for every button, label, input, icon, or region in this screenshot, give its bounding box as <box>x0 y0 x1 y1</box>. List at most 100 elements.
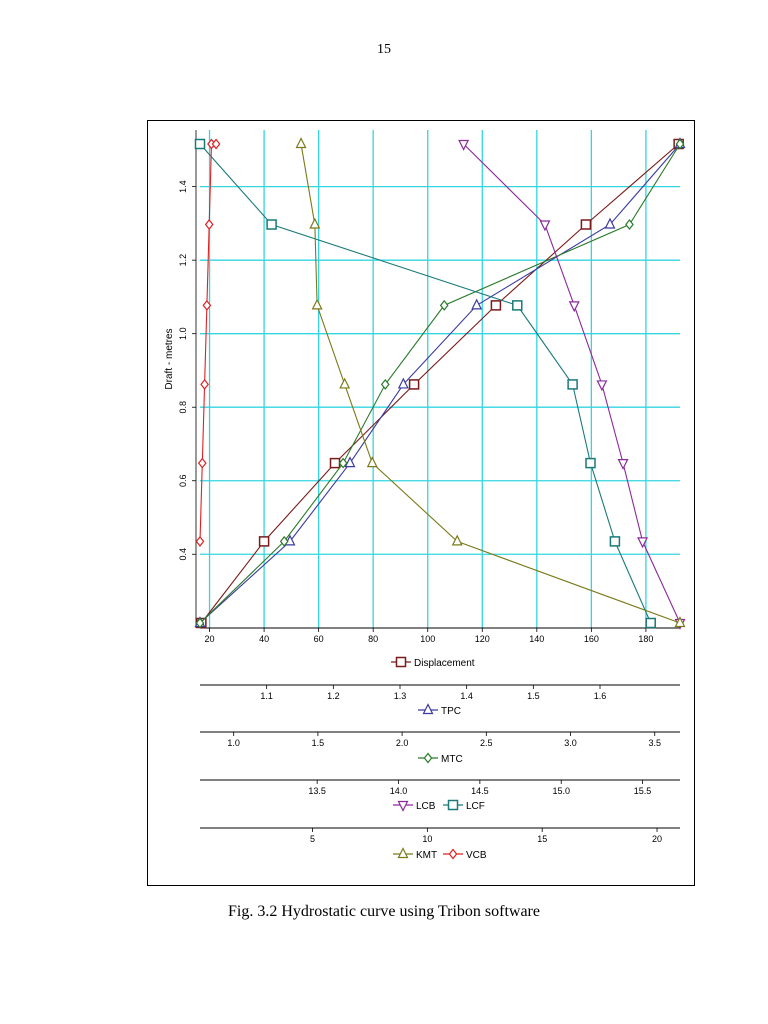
legend-marker-lcb <box>397 800 409 812</box>
legend-label-kmt: KMT <box>416 850 437 861</box>
x-tick-label-disp: 100 <box>420 634 435 644</box>
x-tick-label-disp: 60 <box>314 634 324 644</box>
data-point-lcf <box>609 536 621 547</box>
x-tick-label-lcb: 14.0 <box>390 786 408 796</box>
page-number: 15 <box>377 42 391 57</box>
y-tick-label: 0.6 <box>178 474 188 487</box>
data-point-lcb <box>568 301 580 313</box>
x-tick-label-disp: 180 <box>638 634 653 644</box>
x-tick-label-tpc: 1.3 <box>394 691 407 701</box>
data-point-tpc <box>471 298 483 310</box>
data-point-kmt <box>311 298 323 310</box>
x-tick-label-tpc: 1.6 <box>594 691 607 701</box>
data-point-kmt <box>451 534 463 546</box>
data-point-kmt <box>674 616 686 628</box>
legend-label-tpc: TPC <box>441 706 461 717</box>
data-point-kmt <box>309 217 321 229</box>
series-line-lcf <box>199 143 652 624</box>
x-tick-label-kmt: 10 <box>422 834 432 844</box>
data-point-mtc <box>625 219 634 230</box>
data-point-lcf <box>512 300 523 311</box>
data-point-lcb <box>539 220 551 232</box>
legend-label-lcf: LCF <box>466 801 485 812</box>
data-point-lcb <box>617 458 629 470</box>
x-tick-label-disp: 140 <box>529 634 544 644</box>
x-tick-label-tpc: 1.4 <box>460 691 473 701</box>
figure-frame <box>147 120 695 886</box>
x-tick-label-kmt: 20 <box>652 834 662 844</box>
y-tick-label: 0.8 <box>178 401 188 414</box>
x-tick-label-disp: 80 <box>368 634 378 644</box>
data-point-mtc <box>195 617 205 629</box>
data-point-mtc <box>279 535 289 547</box>
series-line-tpc <box>199 143 681 624</box>
y-tick-label: 1.4 <box>178 180 188 193</box>
figure-caption: Fig. 3.2 Hydrostatic curve using Tribon … <box>228 903 540 920</box>
data-point-vcb <box>197 457 207 469</box>
x-tick-label-tpc: 1.2 <box>327 691 340 701</box>
data-point-lcb <box>596 380 608 392</box>
data-point-kmt <box>366 456 378 468</box>
x-tick-label-tpc: 1.1 <box>260 691 273 701</box>
data-point-tpc <box>397 377 409 389</box>
data-point-displacement <box>580 219 592 230</box>
x-tick-label-lcb: 14.5 <box>471 786 489 796</box>
data-point-displacement <box>329 457 341 469</box>
data-point-kmt <box>339 377 351 389</box>
data-point-lcf <box>194 138 206 150</box>
data-point-mtc <box>338 457 348 469</box>
x-tick-label-kmt: 5 <box>310 834 315 844</box>
data-point-vcb <box>195 535 205 547</box>
data-point-displacement <box>408 379 420 390</box>
data-point-mtc <box>675 138 685 150</box>
data-point-tpc <box>604 217 616 229</box>
x-tick-label-lcb: 15.0 <box>552 786 570 796</box>
series-line-mtc <box>199 143 681 624</box>
y-tick-label: 0.4 <box>178 548 188 561</box>
x-tick-label-mtc: 2.5 <box>480 738 493 748</box>
x-tick-label-disp: 20 <box>205 634 215 644</box>
legend-marker-tpc <box>422 703 434 715</box>
legend-label-vcb: VCB <box>466 850 487 861</box>
x-tick-label-tpc: 1.5 <box>527 691 540 701</box>
data-point-vcb <box>204 219 214 230</box>
data-point-mtc <box>439 299 449 311</box>
data-point-vcb <box>200 378 209 390</box>
x-tick-label-mtc: 3.0 <box>564 738 577 748</box>
x-tick-label-disp: 40 <box>259 634 269 644</box>
data-point-lcf <box>567 379 578 390</box>
data-point-lcb <box>458 139 470 151</box>
legend-marker-mtc <box>423 752 433 764</box>
series-line-kmt <box>300 143 681 624</box>
data-point-kmt <box>295 137 307 149</box>
y-tick-label: 1.2 <box>178 254 188 267</box>
x-tick-label-mtc: 1.0 <box>227 738 240 748</box>
data-point-lcf <box>266 219 277 230</box>
data-point-lcf <box>645 617 656 629</box>
data-point-vcb <box>211 138 221 150</box>
x-tick-label-lcb: 13.5 <box>308 786 326 796</box>
series-line-displacement <box>200 143 679 624</box>
x-tick-label-mtc: 3.5 <box>648 738 661 748</box>
y-axis-label: Draft - metres <box>164 328 175 389</box>
series-line-vcb <box>199 143 217 542</box>
legend-label-mtc: MTC <box>441 754 463 765</box>
data-point-lcb <box>637 537 649 549</box>
data-point-displacement <box>490 300 502 311</box>
y-tick-label: 1.0 <box>178 327 188 340</box>
x-tick-label-kmt: 15 <box>537 834 547 844</box>
data-point-vcb <box>202 299 212 311</box>
legend-marker-lcf <box>447 799 459 811</box>
data-point-mtc <box>380 378 390 390</box>
x-tick-label-lcb: 15.5 <box>634 786 652 796</box>
legend-marker-kmt <box>397 847 409 859</box>
x-tick-label-mtc: 2.0 <box>396 738 409 748</box>
data-point-displacement <box>258 536 270 547</box>
x-tick-label-disp: 160 <box>584 634 599 644</box>
data-point-tpc <box>344 456 356 468</box>
x-tick-label-mtc: 1.5 <box>312 738 325 748</box>
legend-label-displacement: Displacement <box>414 658 475 669</box>
x-tick-label-disp: 120 <box>475 634 490 644</box>
legend-marker-displacement <box>395 656 407 668</box>
data-point-lcf <box>585 457 596 469</box>
